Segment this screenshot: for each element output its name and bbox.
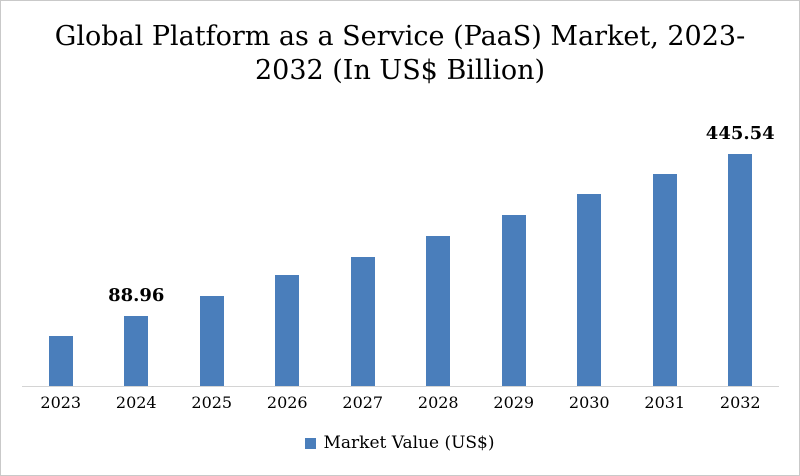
x-tick-2027: 2027 — [342, 393, 384, 412]
bar-2032 — [728, 154, 753, 386]
x-tick-2025: 2025 — [191, 393, 233, 412]
x-tick-2024: 2024 — [115, 393, 157, 412]
x-tick-2029: 2029 — [493, 393, 535, 412]
bar-2023 — [48, 336, 73, 386]
legend-label: Market Value (US$) — [323, 433, 495, 453]
bar-2029 — [501, 215, 526, 386]
bar-2030 — [577, 194, 602, 386]
x-axis-line — [22, 386, 779, 387]
chart-title: Global Platform as a Service (PaaS) Mark… — [1, 20, 799, 88]
x-tick-2028: 2028 — [417, 393, 459, 412]
bar-2027 — [350, 257, 375, 386]
chart-title-line-2: 2032 (In US$ Billion) — [254, 55, 546, 86]
bar-2031 — [652, 174, 677, 386]
x-tick-2031: 2031 — [644, 393, 686, 412]
data-label-2032: 445.54 — [705, 123, 775, 144]
x-tick-2023: 2023 — [40, 393, 82, 412]
data-label-2024: 88.96 — [108, 285, 165, 306]
x-tick-2032: 2032 — [719, 393, 761, 412]
x-tick-2026: 2026 — [266, 393, 308, 412]
legend-swatch-icon — [305, 437, 317, 449]
legend: Market Value (US$) — [1, 432, 799, 454]
bar-2024 — [124, 316, 149, 386]
bar-2028 — [426, 236, 451, 386]
x-tick-2030: 2030 — [568, 393, 610, 412]
bar-2025 — [199, 296, 224, 386]
bar-2026 — [275, 275, 300, 386]
chart-title-line-1: Global Platform as a Service (PaaS) Mark… — [54, 21, 746, 52]
